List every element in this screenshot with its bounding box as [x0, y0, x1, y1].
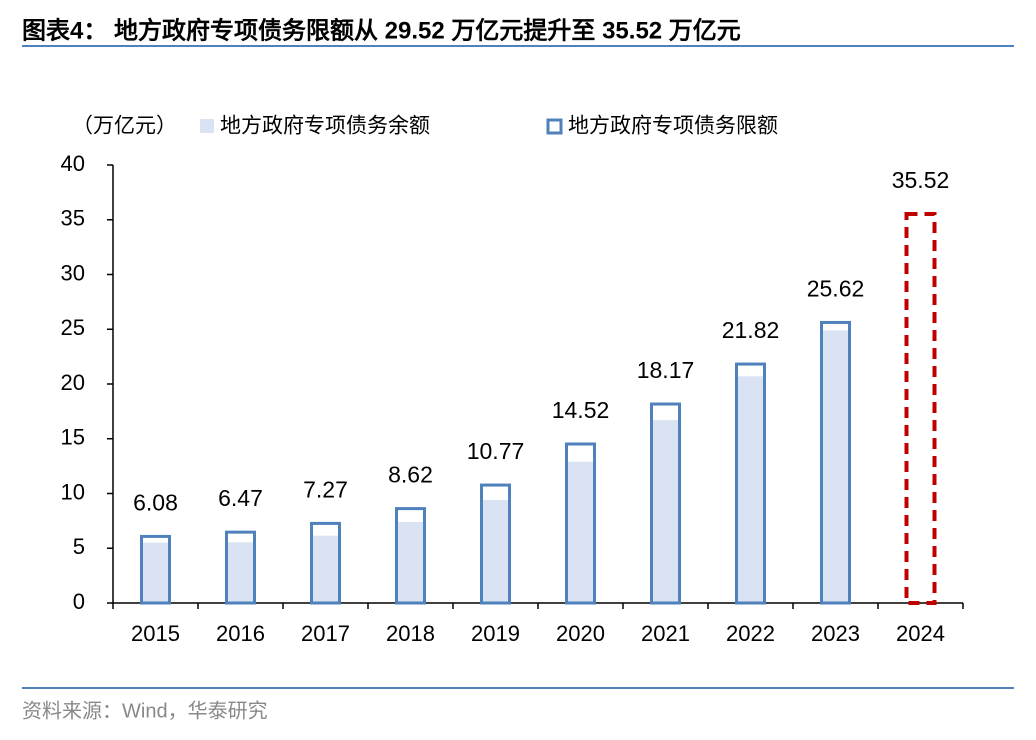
balance-bar	[228, 542, 253, 602]
data-label: 25.62	[807, 276, 865, 302]
x-tick-label: 2018	[386, 621, 435, 646]
chart-title: 图表4： 地方政府专项债务限额从 29.52 万亿元提升至 35.52 万亿元	[22, 16, 741, 44]
balance-bar	[398, 521, 423, 602]
balance-bar	[313, 535, 338, 602]
data-label: 18.17	[637, 357, 695, 383]
balance-bar	[823, 330, 848, 602]
balance-bar	[143, 542, 168, 602]
x-tick-label: 2017	[301, 621, 350, 646]
balance-bar	[568, 461, 593, 602]
data-label: 10.77	[467, 438, 525, 464]
balance-bar	[653, 420, 678, 602]
y-tick-label: 40	[61, 151, 85, 176]
data-label: 35.52	[892, 167, 950, 193]
x-tick-label: 2023	[811, 621, 860, 646]
legend-label: 地方政府专项债务余额	[220, 115, 430, 138]
data-label: 8.62	[388, 462, 433, 488]
y-tick-label: 5	[73, 534, 85, 559]
data-label: 7.27	[303, 476, 348, 502]
limit-bar-highlight	[904, 212, 937, 605]
y-tick-label: 30	[61, 260, 85, 285]
legend-swatch	[546, 118, 563, 135]
y-tick-label: 15	[61, 425, 85, 450]
y-tick-label: 10	[61, 479, 85, 504]
x-tick-label: 2020	[556, 621, 605, 646]
x-tick-label: 2024	[896, 621, 945, 646]
legend-label: 地方政府专项债务限额	[568, 115, 778, 138]
data-label: 6.08	[133, 490, 178, 516]
balance-bar	[483, 500, 508, 602]
balance-bar	[738, 376, 763, 602]
x-tick-label: 2015	[131, 621, 180, 646]
source-note: 资料来源：Wind，华泰研究	[22, 699, 268, 722]
data-label: 21.82	[722, 317, 780, 343]
x-tick-label: 2021	[641, 621, 690, 646]
x-tick-label: 2016	[216, 621, 265, 646]
x-tick-label: 2019	[471, 621, 520, 646]
x-tick-label: 2022	[726, 621, 775, 646]
y-tick-label: 35	[61, 206, 85, 231]
y-axis-unit: （万亿元）	[72, 115, 177, 138]
data-label: 14.52	[552, 397, 610, 423]
legend-swatch	[200, 119, 214, 133]
y-tick-label: 20	[61, 370, 85, 395]
data-label: 6.47	[218, 485, 263, 511]
y-tick-label: 0	[73, 589, 85, 614]
y-tick-label: 25	[61, 315, 85, 340]
